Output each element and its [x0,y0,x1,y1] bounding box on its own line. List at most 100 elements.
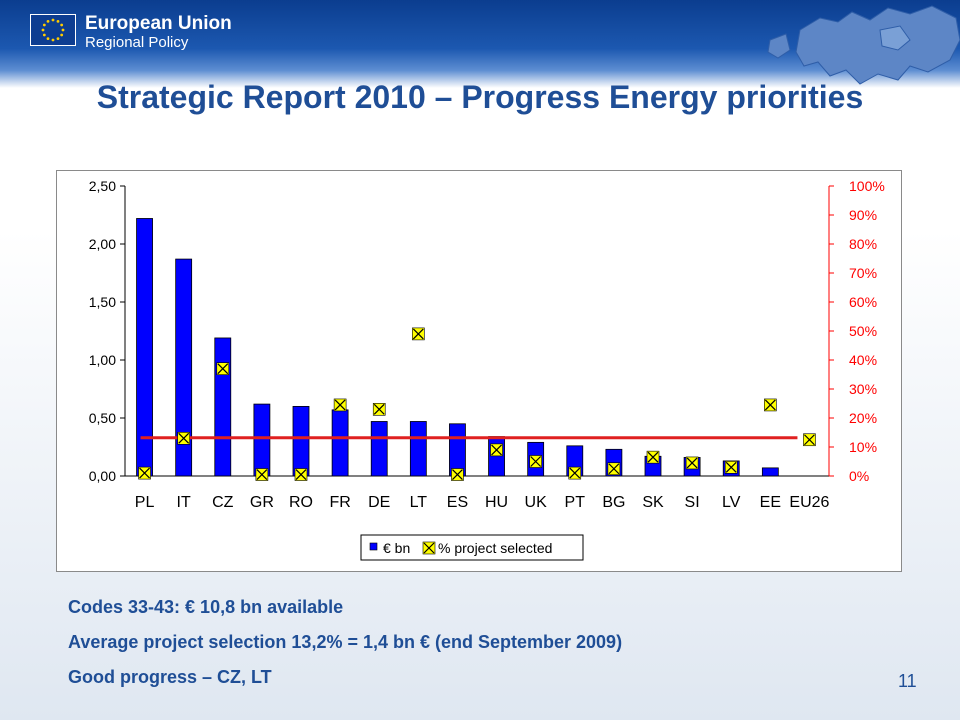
note-average: Average project selection 13,2% = 1,4 bn… [68,632,623,652]
eu-star-icon [61,28,65,32]
eu-star-icon [51,18,55,22]
eu-star-icon [60,33,64,37]
right-tick-label: 60% [849,294,877,310]
marker-cross [295,469,307,480]
marker-cross [647,451,659,463]
selection-marker [607,462,621,476]
org-subtitle: Regional Policy [85,34,189,51]
bar [370,421,388,477]
selection-marker [138,466,151,480]
eu-star-icon [60,23,64,27]
bar [214,337,232,477]
marker-cross [764,399,776,411]
category-label: IT [177,494,191,511]
note-progress: Good progress – CZ, LT [68,667,272,687]
selection-marker [294,468,308,481]
selection-marker [372,403,386,416]
category-label: PT [565,494,586,511]
marker-cross [139,467,150,479]
right-tick-label: 0% [849,468,869,484]
eu-star-icon [51,38,55,42]
slide-title: Strategic Report 2010 – Progress Energy … [96,79,864,115]
category-label: LV [722,494,741,511]
org-name: European Union [85,13,232,34]
category-label: EE [760,494,781,511]
right-tick-label: 100% [849,178,885,194]
note-available: Codes 33-43: € 10,8 bn available [68,597,344,617]
marker-cross [452,469,463,480]
legend-bar-label: € bn [383,540,410,556]
marker-cross [804,434,815,446]
chart-frame: 0,00 0,50 1,00 1,50 2,00 2,50 0% 10% 20% 30% 40% 50… [56,170,902,572]
legend-bar-swatch [369,542,378,551]
marker-cross [412,328,424,340]
bar [409,421,427,477]
eu-star-icon [41,28,45,32]
selection-marker [216,362,230,375]
left-tick-label: 1,50 [89,294,116,310]
marker-cross [423,542,435,554]
bar [761,467,779,477]
category-label: RO [289,494,313,511]
legend: € bn % project selected [360,534,584,561]
category-label: FR [329,494,350,511]
bar [292,405,310,477]
marker-cross [256,469,268,480]
eu-star-icon [46,19,50,23]
category-label: GR [250,494,274,511]
selection-marker [803,433,816,447]
right-tick-label: 80% [849,236,877,252]
left-tick-label: 0,50 [89,410,116,426]
category-label: CZ [212,494,234,511]
right-tick-label: 30% [849,381,877,397]
selection-marker [529,455,542,468]
eu-flag-icon [30,14,76,46]
marker-cross [334,399,346,411]
marker-cross [217,363,229,375]
right-tick-label: 70% [849,265,877,281]
header-band: European Union Regional Policy [0,0,960,88]
category-label: UK [525,494,548,511]
category-label: HU [485,494,508,511]
category-label: BG [602,494,625,511]
eu-star-icon [42,33,46,37]
legend-box [360,534,584,561]
category-label: PL [135,494,155,511]
bar [175,258,193,477]
category-label: ES [447,494,468,511]
bar [253,403,271,477]
selection-marker [177,431,190,445]
marker-cross [569,467,581,479]
marker-cross [686,457,698,469]
selection-marker [490,443,503,457]
europe-map-icon [767,5,960,85]
selection-marker [568,466,582,480]
combo-chart: 0,00 0,50 1,00 1,50 2,00 2,50 0% 10% 20% 30% 40% 50… [89,178,885,561]
right-tick-label: 50% [849,323,877,339]
selection-marker [764,398,777,412]
left-tick-label: 1,00 [89,352,116,368]
selection-marker [646,450,660,464]
legend-marker-label: % project selected [438,540,552,556]
right-tick-label: 90% [849,207,877,223]
selection-marker [685,456,699,470]
bar [331,409,349,477]
marker-cross [608,463,620,475]
marker-cross [178,432,190,444]
marker-cross [725,461,737,473]
eu-star-icon [42,23,46,27]
right-tick-label: 10% [849,439,877,455]
category-label: SI [685,494,700,511]
bar [488,436,505,477]
selection-marker [255,468,269,481]
left-tick-label: 2,50 [89,178,116,194]
page-number: 11 [898,671,917,691]
left-tick-label: 2,00 [89,236,116,252]
right-tick-label: 40% [849,352,877,368]
bar [449,423,466,477]
selection-marker [451,468,464,481]
marker-cross [373,403,385,415]
eu-star-icon [56,19,60,23]
left-tick-label: 0,00 [89,468,116,484]
category-label: DE [368,494,390,511]
